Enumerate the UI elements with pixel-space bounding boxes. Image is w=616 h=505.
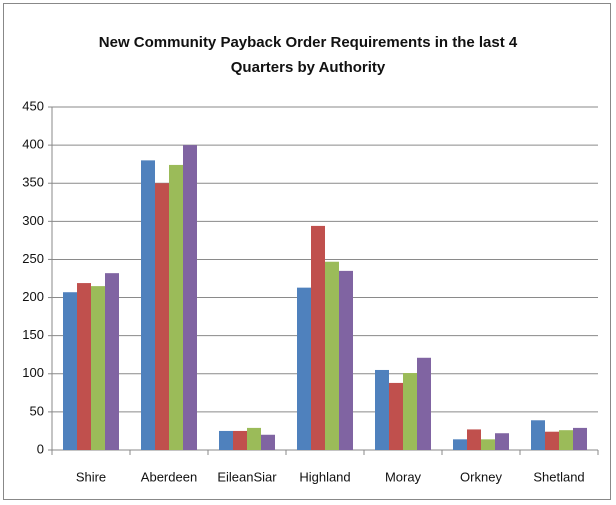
chart-title: New Community Payback Order Requirements… — [98, 34, 518, 76]
bar — [155, 183, 169, 450]
bar — [339, 270, 353, 450]
bar — [233, 430, 247, 450]
bar — [77, 283, 91, 450]
y-tick-label: 0 — [37, 441, 44, 456]
bar — [453, 439, 467, 450]
bar — [545, 431, 559, 450]
bar — [417, 357, 431, 450]
y-tick-label: 200 — [22, 289, 44, 304]
y-tick-label: 50 — [30, 403, 44, 418]
bar — [573, 427, 587, 450]
x-tick-label: Shetland — [533, 469, 584, 484]
bar — [141, 160, 155, 450]
y-tick-label: 450 — [22, 98, 44, 113]
y-tick-label: 150 — [22, 327, 44, 342]
bar — [183, 145, 197, 450]
bar — [389, 382, 403, 450]
bar — [169, 164, 183, 450]
bar — [219, 430, 233, 450]
bar — [91, 286, 105, 450]
bar — [247, 427, 261, 450]
y-tick-label: 350 — [22, 175, 44, 190]
x-tick-label: Shire — [76, 469, 106, 484]
bar — [481, 439, 495, 450]
bar — [311, 225, 325, 450]
y-tick-label: 100 — [22, 365, 44, 380]
bar — [105, 273, 119, 450]
y-tick-label: 400 — [22, 137, 44, 152]
x-tick-label: Aberdeen — [141, 469, 197, 484]
x-tick-label: Orkney — [460, 469, 502, 484]
chart-border — [3, 3, 611, 500]
y-tick-label: 300 — [22, 213, 44, 228]
y-tick-label: 250 — [22, 251, 44, 266]
bar — [403, 373, 417, 450]
bar — [63, 292, 77, 450]
bar — [375, 369, 389, 450]
bar — [559, 430, 573, 450]
bar — [467, 429, 481, 450]
bar — [325, 261, 339, 450]
bar — [495, 433, 509, 450]
bar — [531, 420, 545, 450]
bar — [261, 434, 275, 450]
x-tick-label: Highland — [299, 469, 350, 484]
x-tick-label: EileanSiar — [217, 469, 277, 484]
bar — [297, 287, 311, 450]
x-tick-label: Moray — [385, 469, 422, 484]
